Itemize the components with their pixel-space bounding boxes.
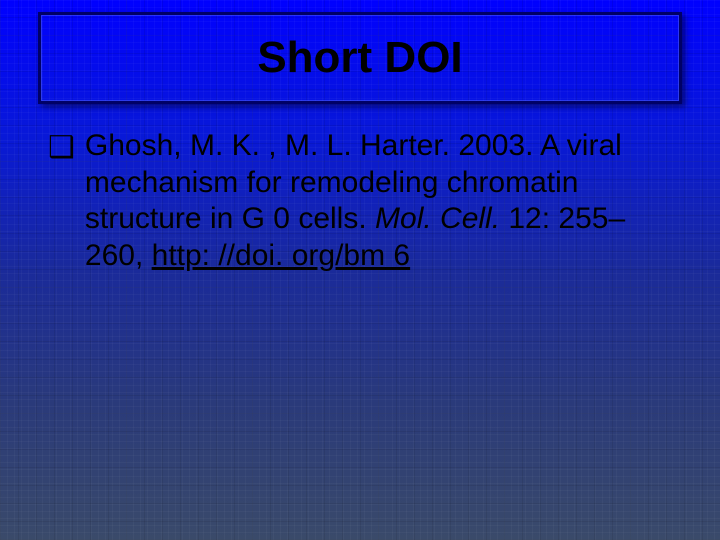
citation-journal: Mol. Cell. bbox=[375, 202, 508, 235]
citation-authors: Ghosh, M. K. , M. L. Harter. 2003. bbox=[85, 129, 540, 162]
citation-text: Ghosh, M. K. , M. L. Harter. 2003. A vir… bbox=[85, 128, 672, 274]
citation-item: ❑ Ghosh, M. K. , M. L. Harter. 2003. A v… bbox=[48, 128, 672, 274]
slide: Short DOI ❑ Ghosh, M. K. , M. L. Harter.… bbox=[0, 0, 720, 540]
citation-doi-link[interactable]: http: //doi. org/bm 6 bbox=[152, 239, 410, 272]
slide-title: Short DOI bbox=[257, 33, 462, 83]
title-box: Short DOI bbox=[38, 12, 682, 104]
body-area: ❑ Ghosh, M. K. , M. L. Harter. 2003. A v… bbox=[48, 128, 672, 274]
bullet-square-icon: ❑ bbox=[48, 130, 75, 166]
